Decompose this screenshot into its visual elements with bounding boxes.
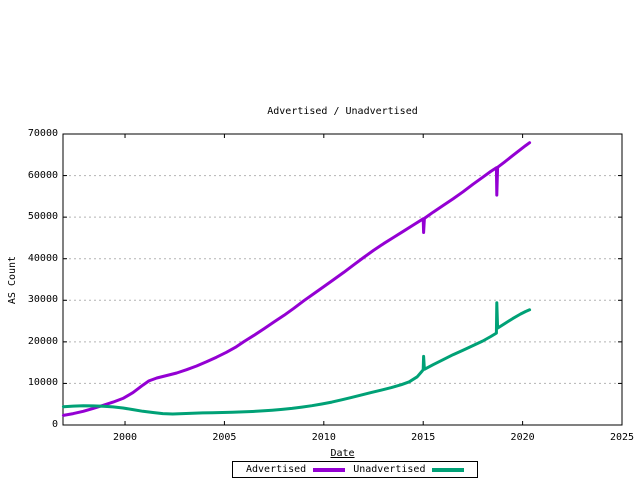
y-tick-label: 60000 xyxy=(27,169,58,181)
legend-item-advertised: Advertised xyxy=(246,464,346,475)
legend-label-unadvertised: Unadvertised xyxy=(353,464,426,475)
y-tick-label: 30000 xyxy=(27,294,58,306)
y-tick-label: 0 xyxy=(51,419,58,430)
legend-label-advertised: Advertised xyxy=(246,464,307,475)
y-tick-label: 20000 xyxy=(27,335,58,347)
x-tick-label: 2005 xyxy=(212,432,237,443)
legend-line-sample-unadvertised xyxy=(432,467,465,472)
x-tick-label: 2015 xyxy=(411,432,436,443)
y-tick-label: 50000 xyxy=(27,211,58,223)
x-axis-title-text: Date xyxy=(330,448,355,459)
x-axis-title: Date xyxy=(63,448,622,459)
x-tick-label: 2000 xyxy=(112,432,138,443)
y-tick-label: 10000 xyxy=(27,377,58,389)
legend: Advertised Unadvertised xyxy=(232,461,479,478)
x-tick-label: 2025 xyxy=(609,432,635,443)
legend-item-unadvertised: Unadvertised xyxy=(353,464,465,475)
y-tick-label: 40000 xyxy=(27,252,58,264)
legend-line-sample-advertised xyxy=(313,467,346,472)
chart-title: Advertised / Unadvertised xyxy=(267,106,418,117)
y-tick-label: 70000 xyxy=(27,128,58,139)
x-tick-label: 2010 xyxy=(311,432,336,443)
x-tick-label: 2020 xyxy=(510,432,535,443)
